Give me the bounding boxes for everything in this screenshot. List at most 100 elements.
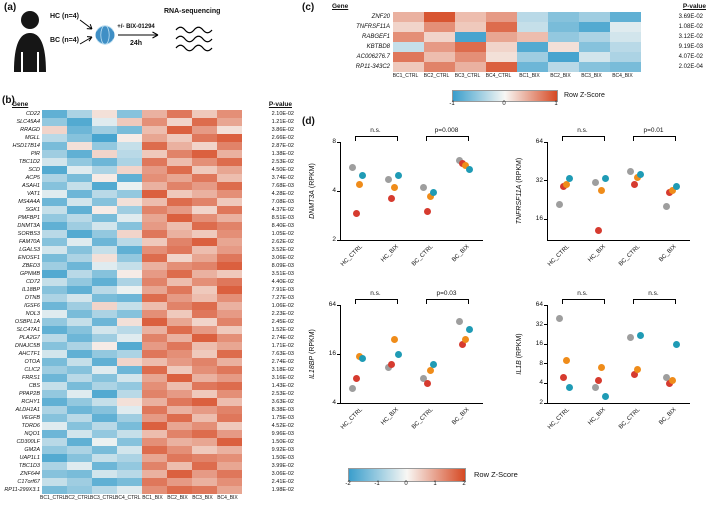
heatmap-cell [217, 334, 242, 342]
heatmap-cell [67, 190, 92, 198]
heatmap-row: MS4A4A 7.08E-03 [0, 198, 294, 206]
data-point [352, 375, 360, 382]
heatmap-cell [92, 238, 117, 246]
data-point [465, 326, 473, 333]
data-point [556, 314, 564, 322]
pvalue-label: 2.53E-02 [271, 159, 294, 165]
heatmap-cell [217, 214, 242, 222]
y-tick-mark [544, 363, 547, 365]
heatmap-cell [424, 62, 455, 72]
x-category-text: HC_CTRL [547, 244, 571, 268]
heatmap-row: FAM70A 2.62E-02 [0, 238, 294, 246]
significance-label: n.s. [370, 290, 381, 297]
heatmap-cell [548, 52, 579, 62]
heatmap-cell [455, 42, 486, 52]
heatmap-row: SCD 4.50E-02 [0, 166, 294, 174]
heatmap-cell [42, 478, 67, 486]
heatmap-cell [92, 230, 117, 238]
heatmap-row: TBC1D3 3.99E-02 [0, 462, 294, 470]
heatmap-cell [67, 174, 92, 182]
heatmap-cell [548, 42, 579, 52]
heatmap-cell [67, 358, 92, 366]
heatmap-row: CD300LF 1.50E-02 [0, 438, 294, 446]
heatmap-row: IGSF6 1.06E-02 [0, 302, 294, 310]
heatmap-cell [192, 206, 217, 214]
heatmap-cell [117, 150, 142, 158]
heatmap-cell [192, 254, 217, 262]
heatmap-row: AC006276.7 4.07E-02 [306, 52, 703, 62]
heatmap-cell [192, 182, 217, 190]
heatmap-cell [67, 158, 92, 166]
heatmap-cell [142, 422, 167, 430]
heatmap-cell [217, 126, 242, 134]
heatmap-row: TNFRSF11A 1.08E-02 [306, 22, 703, 32]
significance-bracket [561, 136, 606, 141]
heatmap-cell [142, 238, 167, 246]
data-point [349, 163, 357, 171]
heatmap-cell [67, 350, 92, 358]
heatmap-cell [579, 22, 610, 32]
heatmap-cell [167, 246, 192, 254]
heatmap-cell [167, 438, 192, 446]
pvalue-label: 4.40E-02 [271, 279, 294, 285]
heatmap-cell [42, 206, 67, 214]
data-point [430, 360, 438, 368]
x-category-text: BC_CTRL [411, 244, 435, 268]
hc-group-label: HC (n=4) [50, 13, 79, 20]
heatmap-cell [167, 278, 192, 286]
heatmap-cell [142, 438, 167, 446]
y-tick-label: 16 [328, 350, 336, 357]
pvalue-label: 7.63E-03 [271, 351, 294, 357]
gene-label: DTNB [25, 295, 40, 301]
heatmap-row: RP11-299X3.1 1.98E-02 [0, 486, 294, 494]
heatmap-cell [67, 406, 92, 414]
heatmap-cell [192, 310, 217, 318]
heatmap-row: SLC47A1 1.52E-02 [0, 326, 294, 334]
heatmap-cell [217, 438, 242, 446]
pvalue-column-header-c: P-value [682, 3, 706, 10]
gene-label: RP11-299X3.1 [4, 487, 40, 493]
heatmap-cell [92, 286, 117, 294]
heatmap-cell [167, 150, 192, 158]
heatmap-cell [117, 374, 142, 382]
heatmap-cell [67, 238, 92, 246]
pvalue-label: 1.06E-02 [271, 303, 294, 309]
y-axis-unit: (RPKM) [309, 329, 316, 356]
heatmap-row: DNMT3A 8.40E-03 [0, 222, 294, 230]
heatmap-cell [217, 342, 242, 350]
heatmap-cell [424, 52, 455, 62]
pvalue-label: 1.71E-02 [271, 343, 294, 349]
heatmap-cell [142, 182, 167, 190]
heatmap-row: GM2A 9.92E-03 [0, 446, 294, 454]
heatmap-cell [192, 414, 217, 422]
gene-label: ZNF644 [20, 471, 40, 477]
heatmap-cell [217, 446, 242, 454]
heatmap-cell [67, 222, 92, 230]
hc-arrow-icon [79, 19, 93, 30]
data-point [598, 364, 606, 372]
heatmap-cell [192, 126, 217, 134]
pvalue-label: 1.50E-02 [271, 439, 294, 445]
heatmap-cell [142, 190, 167, 198]
heatmap-cell [42, 174, 67, 182]
heatmap-cell [610, 12, 641, 22]
heatmap-cell [92, 486, 117, 494]
heatmap-cell [42, 110, 67, 118]
heatmap-cell [517, 22, 548, 32]
heatmap-cell [192, 438, 217, 446]
heatmap-cell [192, 302, 217, 310]
heatmap-cell [92, 190, 117, 198]
data-point [384, 176, 392, 184]
heatmap-cell [217, 182, 242, 190]
heatmap-cell [142, 206, 167, 214]
pvalue-label: 3.86E-02 [271, 127, 294, 133]
heatmap-row: KBTBD8 9.19E-03 [306, 42, 703, 52]
heatmap-cell [42, 454, 67, 462]
heatmap-cell [167, 286, 192, 294]
data-point [633, 366, 641, 374]
heatmap-cell [217, 486, 242, 494]
pvalue-label: 2.41E-02 [271, 479, 294, 485]
heatmap-cell [42, 254, 67, 262]
heatmap-row: GPNMB 3.51E-03 [0, 270, 294, 278]
heatmap-cell [217, 430, 242, 438]
